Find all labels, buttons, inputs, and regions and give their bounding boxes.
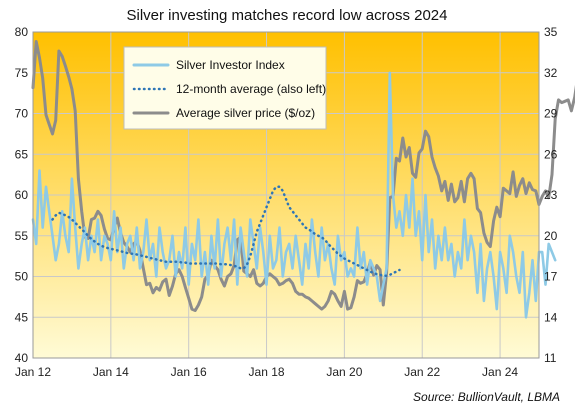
y-right-tick-label: 29 <box>544 107 558 121</box>
y-left-tick-label: 80 <box>15 25 29 39</box>
legend-label-0: Silver Investor Index <box>176 58 285 72</box>
series-group <box>31 40 575 319</box>
y-right-tick-label: 23 <box>544 188 558 202</box>
legend: Silver Investor Index 12-month average (a… <box>123 46 327 130</box>
y-left-tick-label: 60 <box>15 188 29 202</box>
y-right-tick-label: 14 <box>544 310 558 324</box>
y-right-tick-label: 20 <box>544 229 558 243</box>
x-tick-label: Jan 20 <box>326 365 362 379</box>
legend-label-1: 12-month average (also left) <box>176 82 326 96</box>
source-note: Source: BullionVault, LBMA <box>413 390 560 404</box>
x-tick-label: Jan 16 <box>171 365 207 379</box>
y-left-tick-label: 40 <box>15 351 29 365</box>
axes: 40 45 50 55 60 65 70 75 80 11 14 17 20 23 26 29 32 35 Jan … <box>15 25 558 379</box>
legend-box <box>123 46 327 130</box>
y-left-tick-label: 65 <box>15 147 29 161</box>
y-left-tick-label: 70 <box>15 107 29 121</box>
y-right-tick-label: 32 <box>544 66 558 80</box>
x-tick-label: Jan 12 <box>15 365 51 379</box>
y-right-tick-label: 17 <box>544 270 558 284</box>
series-line-0 <box>31 71 557 319</box>
y-left-tick-label: 55 <box>15 229 29 243</box>
y-right-tick-label: 35 <box>544 25 558 39</box>
legend-label-2: Average silver price ($/oz) <box>176 106 315 120</box>
x-tick-label: Jan 14 <box>93 365 129 379</box>
x-tick-label: Jan 22 <box>404 365 440 379</box>
series-line-2 <box>31 40 575 312</box>
x-tick-label: Jan 24 <box>482 365 518 379</box>
plot-border <box>32 31 540 359</box>
y-left-tick-label: 50 <box>15 270 29 284</box>
y-left-tick-label: 75 <box>15 66 29 80</box>
series-line-1 <box>51 185 401 277</box>
x-tick-label: Jan 18 <box>249 365 285 379</box>
chart-title: Silver investing matches record low acro… <box>127 7 448 24</box>
y-right-tick-label: 11 <box>544 351 557 365</box>
y-left-tick-label: 45 <box>15 310 29 324</box>
y-right-tick-label: 26 <box>544 147 558 161</box>
